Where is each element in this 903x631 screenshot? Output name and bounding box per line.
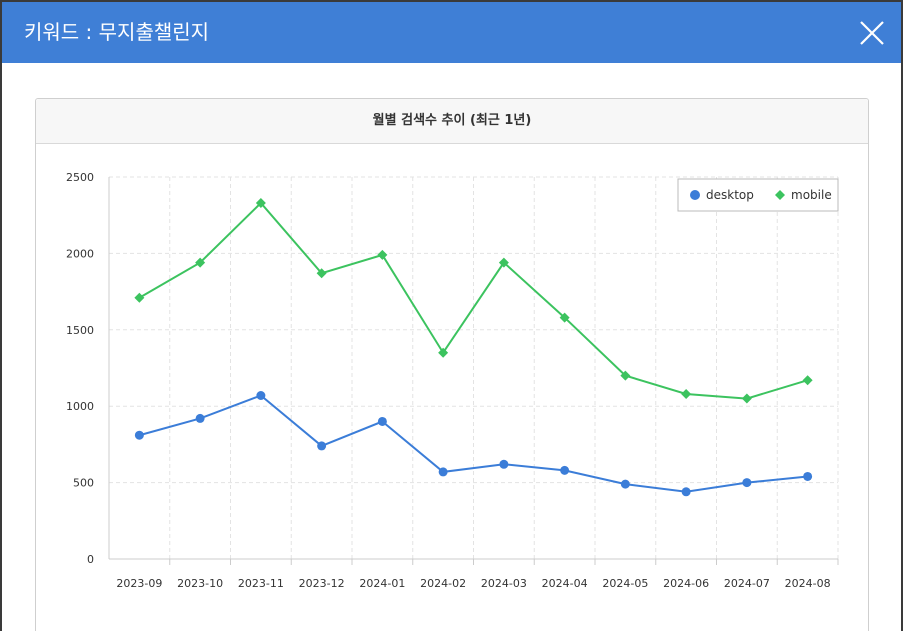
y-tick-label: 0: [87, 553, 94, 566]
data-point-desktop[interactable]: [377, 416, 387, 426]
modal-header: 키워드 : 무지출챌린지: [2, 2, 901, 63]
y-tick-label: 1500: [66, 324, 94, 337]
data-point-mobile[interactable]: [802, 375, 813, 386]
x-tick-label: 2023-12: [299, 577, 345, 590]
data-point-mobile[interactable]: [438, 347, 449, 358]
data-point-desktop[interactable]: [742, 478, 752, 488]
legend-label-desktop[interactable]: desktop: [706, 188, 754, 202]
x-tick-label: 2024-01: [359, 577, 405, 590]
x-tick-label: 2024-06: [663, 577, 709, 590]
x-tick-label: 2024-03: [481, 577, 527, 590]
chart-title: 월별 검색수 추이 (최근 1년): [36, 99, 868, 144]
chart-area: 0 500 1000 1500 2000 2500 2023-09 2023-10 2023-1…: [36, 144, 868, 631]
line-chart: 0 500 1000 1500 2000 2500 2023-09 2023-10 2023-1…: [66, 171, 839, 590]
data-point-desktop[interactable]: [256, 391, 266, 401]
data-point-mobile[interactable]: [741, 393, 752, 404]
data-point-mobile[interactable]: [681, 388, 692, 399]
x-tick-label: 2023-09: [116, 577, 162, 590]
legend-marker-mobile: [775, 190, 785, 200]
data-point-desktop[interactable]: [681, 487, 691, 497]
data-point-mobile[interactable]: [195, 257, 206, 268]
x-tick-label: 2023-10: [177, 577, 223, 590]
series-line-desktop: [139, 394, 808, 493]
data-point-desktop[interactable]: [195, 413, 205, 423]
modal-title: 키워드 : 무지출챌린지: [24, 20, 210, 44]
data-point-desktop[interactable]: [438, 467, 448, 477]
x-tick-label: 2024-07: [724, 577, 770, 590]
series-line-mobile: [138, 201, 808, 400]
data-point-mobile[interactable]: [134, 292, 145, 303]
data-point-mobile[interactable]: [316, 268, 327, 279]
x-tick-label: 2024-05: [602, 577, 648, 590]
x-tick-label: 2024-08: [785, 577, 831, 590]
data-point-mobile[interactable]: [559, 312, 570, 323]
data-point-mobile[interactable]: [620, 370, 631, 381]
x-tick-label: 2023-11: [238, 577, 284, 590]
legend-box: [677, 178, 839, 212]
legend-marker-desktop: [690, 190, 700, 200]
data-point-desktop[interactable]: [803, 471, 813, 481]
data-point-desktop[interactable]: [620, 479, 630, 489]
y-tick-label: 500: [73, 477, 94, 490]
chart-panel: 월별 검색수 추이 (최근 1년) 0 500 1000 1500 2000 2500 20…: [35, 98, 869, 631]
data-point-mobile[interactable]: [377, 249, 388, 260]
data-point-mobile[interactable]: [498, 257, 509, 268]
close-icon[interactable]: [857, 18, 887, 48]
data-point-desktop[interactable]: [560, 465, 570, 475]
data-point-desktop[interactable]: [317, 441, 327, 451]
data-point-mobile[interactable]: [255, 197, 266, 208]
x-tick-label: 2024-02: [420, 577, 466, 590]
y-tick-label: 2000: [66, 247, 94, 260]
y-tick-label: 2500: [66, 171, 94, 184]
data-point-desktop[interactable]: [134, 430, 144, 440]
x-tick-label: 2024-04: [542, 577, 588, 590]
data-point-desktop[interactable]: [499, 459, 509, 469]
legend-label-mobile[interactable]: mobile: [791, 188, 832, 202]
y-tick-label: 1000: [66, 400, 94, 413]
